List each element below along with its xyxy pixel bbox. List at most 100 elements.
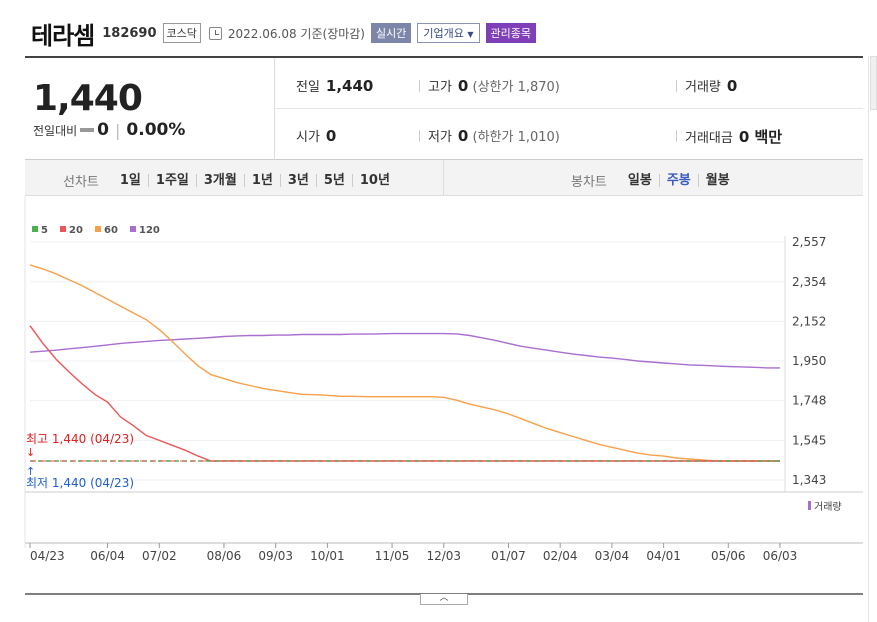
period-item[interactable]: 주봉 xyxy=(658,174,698,187)
change-rate: 0.00% xyxy=(126,120,186,140)
divider xyxy=(676,80,677,92)
high-label: 최고 1,440 (04/23) xyxy=(26,432,134,446)
period-item[interactable]: 5년 xyxy=(315,174,352,187)
volume-value: 0 xyxy=(726,77,738,95)
y-tick-label: 1,950 xyxy=(792,354,826,368)
x-tick-label: 01/07 xyxy=(491,549,526,563)
chevron-down-icon: ▼ xyxy=(467,30,474,39)
low-label: 저가 xyxy=(428,130,452,145)
chevron-up-icon: ︿ xyxy=(439,593,449,603)
x-axis: 04/23 06/04 07/02 08/06 09/03 10/01 11/05 12/03… xyxy=(25,543,863,595)
x-tick-label: 08/06 xyxy=(207,549,242,563)
low-label: 최저 1,440 (04/23) xyxy=(26,476,134,490)
page-scrollbar[interactable] xyxy=(868,56,877,622)
line-chart-periods: 선차트 1일 1주일 3개월 1년 3년 5년 10년 xyxy=(63,171,397,190)
low-value: 0 xyxy=(457,127,469,145)
amount-value: 0 백만 xyxy=(738,128,783,146)
prev-close: 전일 1,440 xyxy=(296,76,373,95)
period-item[interactable]: 3개월 xyxy=(195,174,244,187)
stock-code: 182690 xyxy=(102,25,157,41)
scrollbar-thumb[interactable] xyxy=(870,56,877,110)
y-tick-label: 1,545 xyxy=(792,433,826,447)
divider xyxy=(676,130,677,142)
current-price: 1,440 xyxy=(33,78,143,119)
volume: 거래량 0 xyxy=(685,76,737,95)
base-date: 2022.06.08 기준(장마감) xyxy=(227,26,365,41)
stock-name: 테라셈 xyxy=(31,21,95,50)
high-price: 고가 0 (상한가 1,870) xyxy=(428,76,560,95)
company-overview-label: 기업개요 xyxy=(423,27,464,40)
y-tick-label: 1,343 xyxy=(792,473,826,487)
prev-close-value: 1,440 xyxy=(325,77,374,95)
series-line-ma60 xyxy=(29,264,780,462)
legend: 5 20 60 120 xyxy=(32,225,160,236)
y-tick-label: 2,354 xyxy=(792,275,826,289)
company-overview-button[interactable]: 기업개요 ▼ xyxy=(417,23,480,43)
realtime-button[interactable]: 실시간 xyxy=(371,23,412,43)
period-item[interactable]: 10년 xyxy=(351,174,397,187)
x-tick-label: 03/04 xyxy=(595,549,630,563)
upper-limit: (상한가 1,870) xyxy=(472,80,560,95)
volume-legend-swatch xyxy=(808,501,811,510)
flat-icon xyxy=(80,128,95,132)
managed-stock-badge[interactable]: 관리종목 xyxy=(485,23,536,43)
change-value: 0 xyxy=(97,120,110,140)
price-change: 전일대비 0 | 0.00% xyxy=(33,120,185,140)
x-tick-label: 04/01 xyxy=(646,549,681,563)
high-label: 고가 xyxy=(428,80,452,95)
series-line-ma120 xyxy=(29,332,780,369)
price-box: 1,440 전일대비 0 | 0.00% xyxy=(25,58,275,160)
candle-chart-periods: 봉차트 일봉 주봉 월봉 xyxy=(571,171,737,190)
quote-board: 1,440 전일대비 0 | 0.00% 전일 1,440 고가 0 (상한가 1,… xyxy=(25,56,863,160)
x-tick-label: 09/03 xyxy=(258,549,293,563)
divider xyxy=(419,130,420,142)
period-item[interactable]: 1일 xyxy=(119,173,141,188)
series-lines xyxy=(29,264,780,462)
open-label: 시가 xyxy=(296,130,320,145)
chart-background xyxy=(25,196,863,548)
x-tick-label: 10/01 xyxy=(310,549,345,563)
low-price: 저가 0 (하한가 1,010) xyxy=(428,126,560,145)
amount-label: 거래대금 xyxy=(685,131,733,146)
period-item[interactable]: 3년 xyxy=(279,174,316,187)
legend-label: 60 xyxy=(104,225,118,236)
divider: | xyxy=(115,120,121,140)
divider xyxy=(419,80,420,92)
x-tick-label: 12/03 xyxy=(426,549,461,563)
toolbar-divider xyxy=(443,160,444,196)
x-tick-label: 07/02 xyxy=(142,549,177,563)
legend-label: 20 xyxy=(69,225,83,236)
legend-swatch xyxy=(32,226,38,232)
x-tick-label: 04/23 xyxy=(30,549,65,563)
y-tick-label: 2,557 xyxy=(792,235,826,249)
legend-swatch xyxy=(60,226,66,232)
high-low-marks: 최고 1,440 (04/23)↓ ↑최저 1,440 (04/23) xyxy=(26,432,134,490)
grid xyxy=(30,241,785,481)
x-tick-label: 11/05 xyxy=(375,549,410,563)
open-price: 시가 0 xyxy=(296,126,336,145)
market-badge: 코스닥 xyxy=(162,23,201,43)
volume-label: 거래량 xyxy=(685,80,721,95)
x-tick-label: 06/03 xyxy=(763,549,798,563)
row-divider xyxy=(275,108,863,109)
candle-chart-label: 봉차트 xyxy=(571,175,607,190)
high-value: 0 xyxy=(457,77,469,95)
stock-header: 테라셈 182690 코스닥 2022.06.08 기준(장마감) 실시간 기업… xyxy=(31,16,536,50)
period-item[interactable]: 1년 xyxy=(243,174,280,187)
period-item[interactable]: 일봉 xyxy=(627,173,652,188)
lower-limit: (하한가 1,010) xyxy=(472,130,560,145)
trade-amount: 거래대금 0 백만 xyxy=(685,126,782,147)
line-chart-label: 선차트 xyxy=(63,175,99,190)
legend-label: 120 xyxy=(139,225,160,236)
period-item[interactable]: 월봉 xyxy=(697,174,737,187)
legend-swatch xyxy=(130,226,136,232)
price-chart: 5 20 60 120 2,557 2,354 2,152 1,950 1,748 1,545 1… xyxy=(24,196,863,595)
period-item[interactable]: 1주일 xyxy=(147,174,196,187)
legend-swatch xyxy=(95,226,101,232)
open-value: 0 xyxy=(325,127,337,145)
legend-label: 5 xyxy=(41,225,48,236)
change-label: 전일대비 xyxy=(33,123,78,138)
expand-chart-button[interactable]: ︿ xyxy=(420,594,468,605)
clock-icon xyxy=(208,26,222,40)
period-toolbar: 선차트 1일 1주일 3개월 1년 3년 5년 10년 봉차트 일봉 주봉 월봉 xyxy=(25,160,863,196)
